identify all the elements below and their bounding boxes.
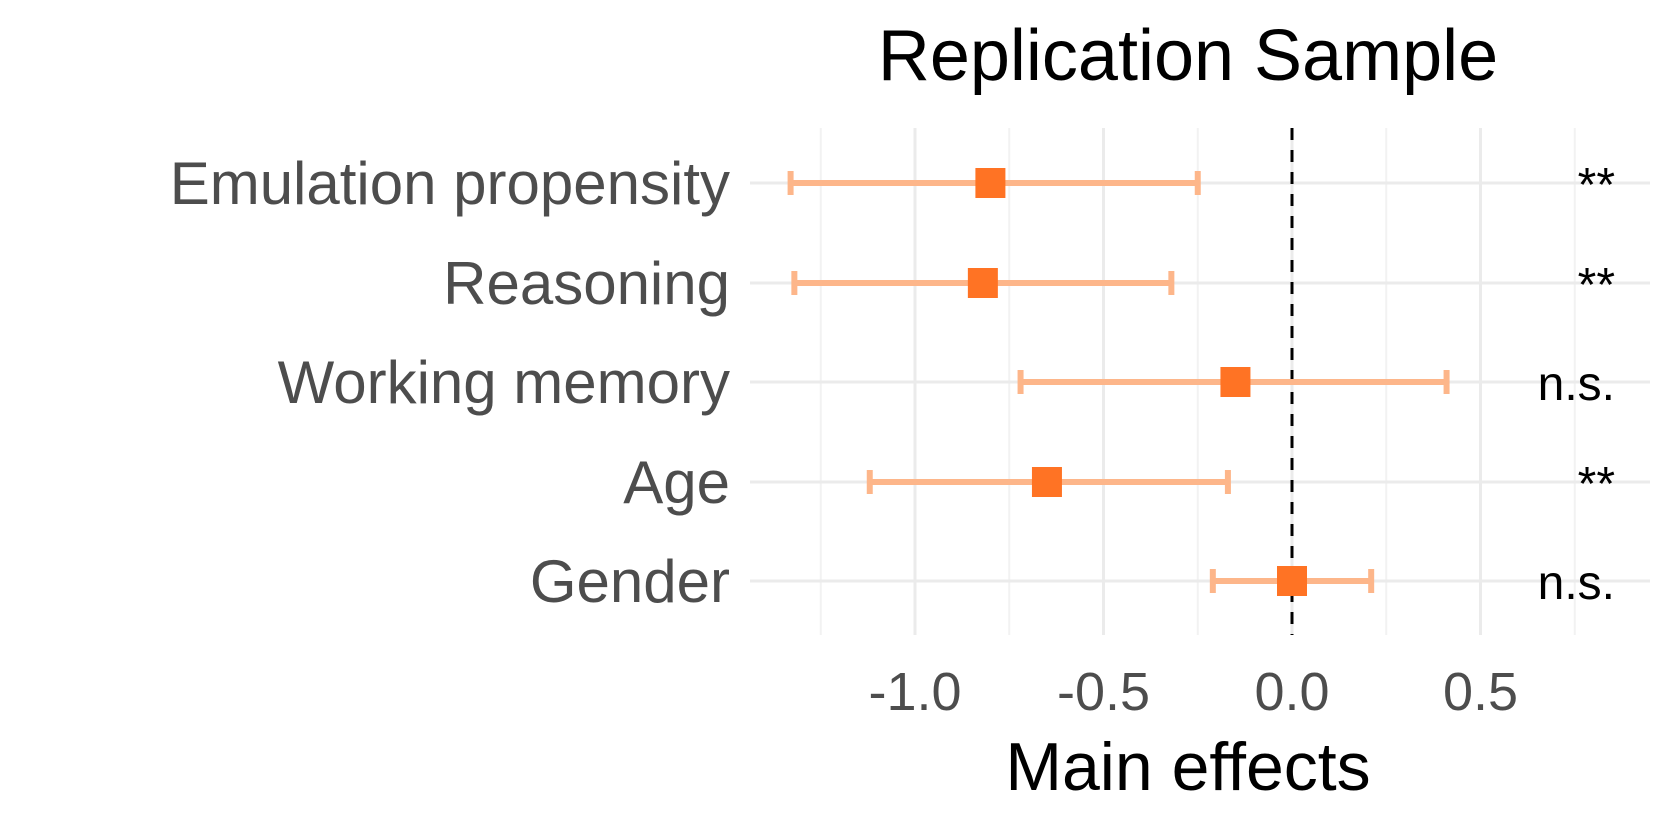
x-tick-label: -1.0: [868, 662, 961, 722]
y-category-label: Working memory: [278, 349, 730, 416]
point-layer: [967, 168, 1307, 596]
y-category-label: Reasoning: [443, 250, 730, 317]
x-tick-label: 0.5: [1443, 662, 1518, 722]
significance-label: **: [1578, 159, 1615, 212]
estimate-point: [1031, 467, 1062, 497]
estimate-point: [975, 168, 1006, 198]
x-tick-label: 0.0: [1254, 662, 1329, 722]
significance-label: **: [1578, 259, 1615, 312]
label-layer: -1.0 -0.5 0.0 0.5 Emulation propensity ** Reas…: [170, 150, 1615, 722]
chart-title: Replication Sample: [878, 16, 1498, 96]
significance-label: **: [1578, 458, 1615, 511]
significance-label: n.s.: [1538, 358, 1615, 411]
estimate-point: [967, 268, 998, 298]
y-category-label: Age: [623, 449, 730, 516]
estimate-point: [1277, 566, 1307, 596]
x-tick-label: -0.5: [1057, 662, 1150, 722]
estimate-point: [1220, 367, 1251, 397]
x-axis-title: Main effects: [1005, 729, 1370, 805]
y-category-label: Gender: [530, 548, 730, 615]
y-category-label: Emulation propensity: [170, 150, 730, 217]
significance-label: n.s.: [1538, 557, 1615, 610]
